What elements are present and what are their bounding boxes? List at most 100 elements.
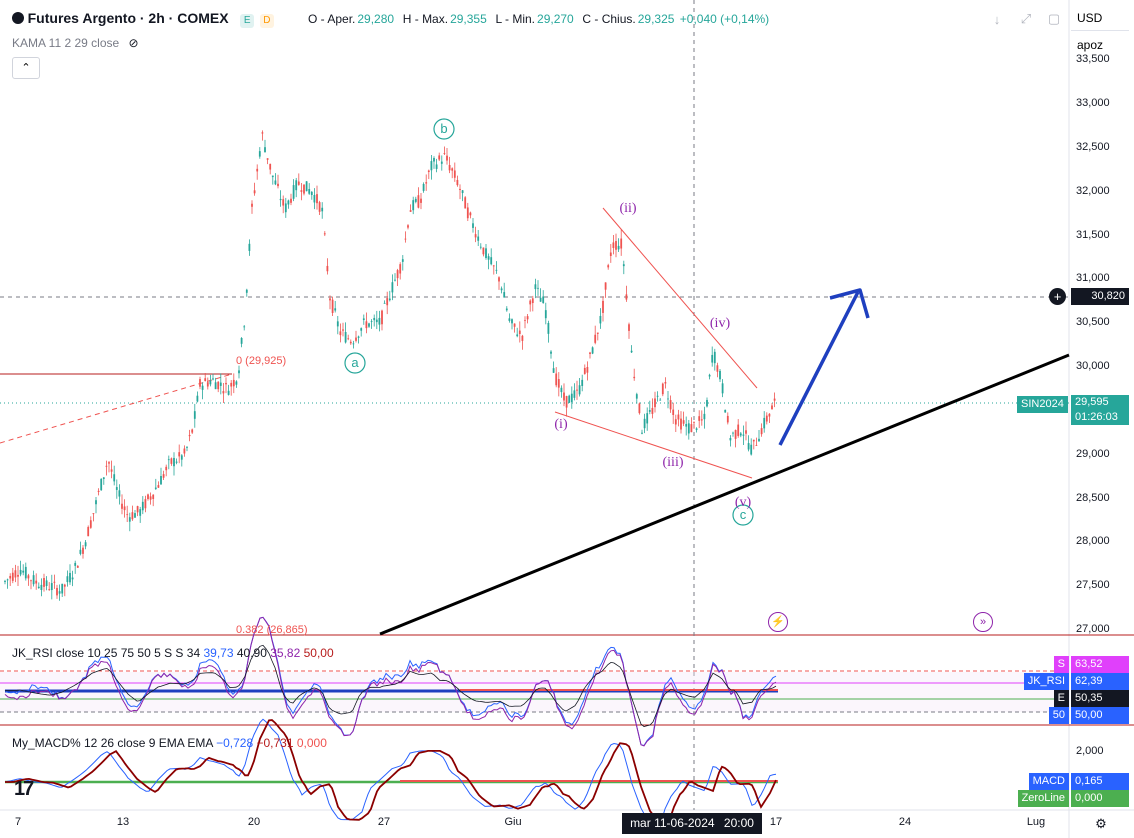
rsi-label-key: E	[1053, 690, 1069, 707]
candle-body	[539, 297, 542, 302]
wave-c-label-circle	[732, 504, 754, 526]
candle-body	[256, 168, 259, 172]
candle-body	[438, 155, 441, 160]
candle-body	[487, 256, 490, 260]
candle-body	[524, 319, 526, 321]
candle-body	[677, 414, 680, 420]
candle-body	[347, 338, 350, 340]
candle-body	[53, 581, 56, 583]
candle-body	[446, 155, 448, 161]
candle-body	[550, 351, 552, 354]
settings-gear-icon[interactable]: ⚙	[1095, 816, 1107, 831]
candle-body	[747, 443, 750, 450]
candle-body	[698, 416, 701, 421]
candle-body	[420, 198, 422, 203]
candle-body	[24, 566, 27, 579]
macd-title: My_MACD% 12 26 close 9 EMA EMA	[12, 736, 213, 750]
candle-body	[222, 391, 225, 394]
candle-body	[269, 163, 272, 170]
price-tick: 27,000	[1076, 623, 1110, 635]
candle-body	[620, 238, 623, 249]
badge-d: D	[259, 14, 274, 28]
candle-body	[373, 317, 376, 321]
rsi-legend[interactable]: JK_RSI close 10 25 75 50 5 S S 34 39,73 …	[12, 646, 334, 660]
candle-body	[89, 520, 92, 528]
candle-body	[641, 432, 643, 434]
candle-body	[700, 419, 703, 421]
candle-body	[529, 300, 532, 305]
fib-trend-line	[0, 373, 233, 444]
candle-body	[542, 296, 545, 304]
candle-body	[638, 403, 641, 414]
candle-body	[706, 399, 708, 407]
fib-0-label: 0 (29,925)	[236, 355, 287, 367]
candle-body	[40, 584, 43, 590]
candle-body	[576, 389, 578, 391]
candle-body	[27, 575, 30, 579]
candle-body	[240, 337, 243, 344]
download-icon[interactable]: ↓	[993, 11, 1001, 27]
candle-body	[162, 474, 165, 478]
add-alert-plus-icon[interactable]: +	[1049, 288, 1066, 305]
candle-body	[695, 428, 698, 430]
price-tick: 33,000	[1076, 97, 1110, 109]
candle-body	[152, 494, 155, 499]
candle-body	[490, 257, 493, 265]
candle-body	[22, 570, 25, 573]
candle-body	[136, 506, 139, 513]
scale-selector[interactable]: apoz	[1071, 33, 1129, 57]
candle-body	[295, 180, 298, 191]
wave-b-label-circle	[433, 118, 455, 140]
candle-body	[693, 421, 695, 423]
candle-body	[157, 485, 160, 488]
candle-body	[417, 195, 420, 208]
scale-label: apoz	[1077, 38, 1104, 52]
candle-body	[771, 405, 773, 410]
candle-body	[206, 382, 209, 387]
rsi-label-value: 50,00	[1071, 707, 1129, 724]
candle-body	[32, 575, 35, 585]
candle-body	[401, 259, 404, 262]
candle-body	[388, 298, 391, 301]
candle-body	[35, 580, 38, 584]
macd-label-value: 0,000	[1071, 790, 1129, 807]
candle-body	[763, 417, 766, 429]
expand-icon[interactable]: ⤢	[1020, 11, 1032, 26]
tradingview-logo-icon[interactable]: 17	[14, 778, 34, 800]
kama-indicator-label[interactable]: KAMA 11 2 29 close ⊘	[12, 36, 139, 50]
lightning-event-icon[interactable]: ⚡	[768, 612, 788, 632]
candle-body	[282, 199, 285, 206]
candle-body	[443, 153, 446, 154]
candle-body	[654, 398, 656, 408]
open-label: O - Aper.	[308, 12, 356, 26]
candle-body	[248, 243, 251, 251]
price-tick: 33,500	[1076, 53, 1110, 66]
macd-label-key: MACD	[1028, 773, 1069, 790]
candle-body	[505, 308, 508, 311]
candle-body	[87, 527, 90, 537]
eye-hidden-icon[interactable]: ⊘	[128, 36, 139, 50]
candle-body	[264, 147, 266, 153]
currency-selector[interactable]: USD	[1071, 6, 1129, 31]
macd-value-2: −0,731	[256, 736, 294, 750]
candle-body	[516, 334, 519, 337]
collapse-legend-button[interactable]: ⌃	[12, 57, 40, 79]
candle-body	[370, 320, 373, 322]
candle-body	[258, 151, 261, 157]
candle-body	[607, 265, 610, 268]
close-value: 29,325	[637, 12, 675, 26]
crosshair-date: mar 11-06-2024	[630, 816, 715, 830]
candle-body	[30, 580, 32, 582]
candle-body	[612, 242, 615, 248]
candle-body	[768, 413, 771, 417]
chevron-up-icon: ⌃	[21, 62, 31, 74]
macd-legend[interactable]: My_MACD% 12 26 close 9 EMA EMA −0,728 −0…	[12, 736, 327, 750]
price-tick: 31,000	[1076, 272, 1110, 285]
symbol-title[interactable]: Futures Argento · 2h · COMEX	[27, 10, 229, 26]
candle-body	[472, 223, 474, 228]
candles-group	[4, 130, 776, 601]
candle-body	[196, 395, 199, 402]
fullscreen-icon[interactable]: ▢	[1047, 11, 1061, 26]
contract-roll-icon[interactable]: »	[973, 612, 993, 632]
